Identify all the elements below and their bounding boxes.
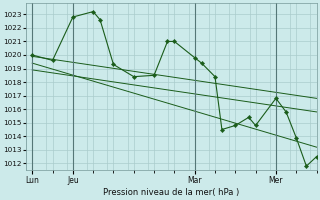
X-axis label: Pression niveau de la mer( hPa ): Pression niveau de la mer( hPa ) (103, 188, 239, 197)
